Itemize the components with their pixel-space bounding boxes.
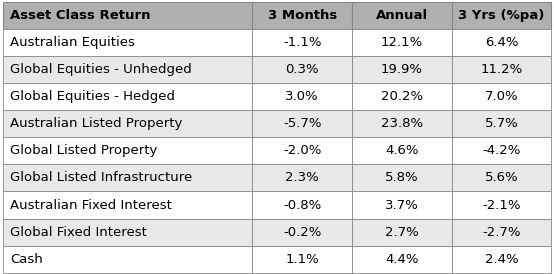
Text: 2.3%: 2.3% (285, 172, 319, 184)
Text: -2.7%: -2.7% (483, 226, 521, 239)
Text: Global Equities - Hedged: Global Equities - Hedged (11, 90, 175, 103)
Text: -2.1%: -2.1% (483, 199, 521, 212)
Text: Global Listed Infrastructure: Global Listed Infrastructure (11, 172, 192, 184)
Text: Annual: Annual (376, 9, 428, 22)
Text: Australian Equities: Australian Equities (11, 36, 135, 49)
Text: Australian Fixed Interest: Australian Fixed Interest (11, 199, 172, 212)
Text: 4.4%: 4.4% (385, 253, 419, 266)
Text: -1.1%: -1.1% (283, 36, 321, 49)
Text: 0.3%: 0.3% (285, 63, 319, 76)
Text: 5.6%: 5.6% (485, 172, 519, 184)
Text: -2.0%: -2.0% (283, 144, 321, 158)
Text: -4.2%: -4.2% (483, 144, 521, 158)
Text: 2.7%: 2.7% (385, 226, 419, 239)
Text: 12.1%: 12.1% (381, 36, 423, 49)
Text: 20.2%: 20.2% (381, 90, 423, 103)
Text: 3.0%: 3.0% (285, 90, 319, 103)
Text: 5.8%: 5.8% (385, 172, 419, 184)
Text: 23.8%: 23.8% (381, 117, 423, 130)
Text: 3.7%: 3.7% (385, 199, 419, 212)
Text: Global Listed Property: Global Listed Property (11, 144, 158, 158)
Text: 11.2%: 11.2% (480, 63, 523, 76)
Text: 3 Months: 3 Months (268, 9, 337, 22)
Text: 2.4%: 2.4% (485, 253, 519, 266)
Text: -0.2%: -0.2% (283, 226, 321, 239)
Text: Australian Listed Property: Australian Listed Property (11, 117, 183, 130)
Text: 4.6%: 4.6% (385, 144, 419, 158)
Text: 7.0%: 7.0% (485, 90, 519, 103)
Text: Global Equities - Unhedged: Global Equities - Unhedged (11, 63, 192, 76)
Text: Asset Class Return: Asset Class Return (11, 9, 151, 22)
Text: -5.7%: -5.7% (283, 117, 321, 130)
Text: 1.1%: 1.1% (285, 253, 319, 266)
Text: 3 Yrs (%pa): 3 Yrs (%pa) (458, 9, 545, 22)
Text: 6.4%: 6.4% (485, 36, 519, 49)
Text: 5.7%: 5.7% (485, 117, 519, 130)
Text: Global Fixed Interest: Global Fixed Interest (11, 226, 147, 239)
Text: Cash: Cash (11, 253, 43, 266)
Text: 19.9%: 19.9% (381, 63, 423, 76)
Text: -0.8%: -0.8% (283, 199, 321, 212)
